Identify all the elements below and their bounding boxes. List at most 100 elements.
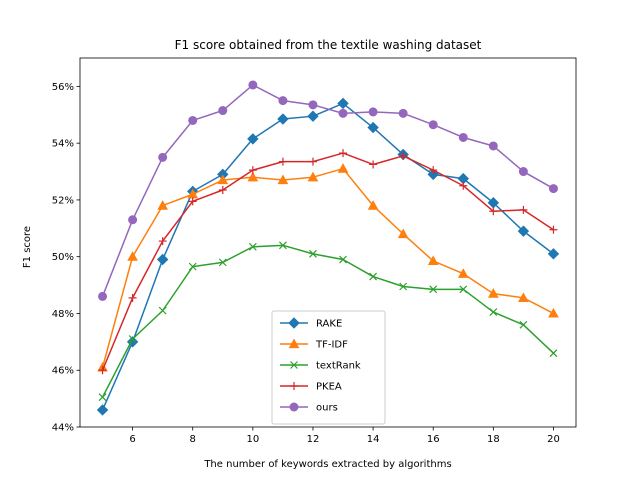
- data-point: [369, 160, 378, 169]
- legend-item: PKEA: [280, 382, 342, 393]
- data-point: [429, 285, 438, 294]
- data-point: [307, 171, 319, 182]
- data-point: [157, 200, 169, 210]
- data-point: [247, 171, 259, 182]
- legend-label: PKEA: [316, 382, 342, 393]
- series-line: [101, 84, 554, 297]
- data-point: [369, 272, 378, 281]
- y-axis-label: F1 score: [22, 226, 33, 268]
- data-point: [517, 225, 530, 237]
- x-tick-label: 8: [190, 434, 196, 445]
- data-point: [398, 108, 408, 118]
- x-tick-label: 20: [547, 434, 560, 445]
- legend-item: ours: [280, 402, 338, 414]
- data-point: [428, 120, 438, 130]
- x-axis-label: The number of keywords extracted by algo…: [203, 459, 451, 470]
- x-tick-label: 10: [246, 434, 259, 445]
- legend-item: RAKE: [280, 317, 342, 330]
- data-point: [247, 133, 259, 145]
- x-tick-label: 18: [487, 434, 500, 445]
- y-tick-label: 52%: [52, 195, 74, 206]
- data-point: [278, 241, 287, 250]
- data-point: [278, 157, 287, 166]
- data-point: [368, 107, 378, 117]
- data-point: [339, 255, 347, 264]
- data-point: [519, 205, 528, 214]
- legend-swatch-marker: [289, 402, 299, 412]
- series-line: [101, 167, 554, 368]
- data-point: [158, 306, 167, 315]
- y-tick-label: 54%: [52, 139, 74, 150]
- series-line: [101, 244, 554, 398]
- data-point: [278, 96, 288, 106]
- data-point: [248, 242, 257, 251]
- legend-item: TF-IDF: [280, 338, 348, 351]
- data-point: [218, 106, 228, 116]
- data-point: [399, 282, 408, 291]
- legend: RAKE TF-IDF textRank PKEA ours: [271, 310, 386, 425]
- x-tick-label: 6: [129, 434, 135, 445]
- legend-swatch-marker: [288, 317, 300, 329]
- y-tick-label: 50%: [52, 252, 74, 263]
- x-tick-label: 14: [367, 434, 380, 445]
- legend-swatch-marker: [290, 382, 298, 390]
- data-point: [308, 100, 318, 110]
- data-point: [128, 215, 138, 225]
- y-tick-label: 44%: [52, 423, 74, 434]
- data-point: [519, 320, 528, 329]
- data-point: [188, 197, 197, 206]
- data-point: [128, 335, 137, 343]
- data-point: [518, 167, 528, 177]
- x-tick-label: 16: [427, 434, 440, 445]
- legend-label: RAKE: [316, 319, 342, 330]
- data-point: [339, 149, 348, 158]
- legend-item: textRank: [280, 361, 361, 372]
- data-point: [399, 151, 408, 160]
- data-point: [127, 251, 138, 261]
- series-line: [101, 152, 554, 371]
- data-point: [188, 115, 198, 125]
- data-point: [98, 366, 107, 375]
- y-tick-label: 48%: [52, 309, 74, 320]
- data-point: [218, 258, 227, 267]
- data-point: [489, 207, 498, 216]
- data-point: [217, 174, 229, 185]
- data-point: [98, 393, 107, 402]
- chart-title: F1 score obtained from the textile washi…: [175, 38, 482, 52]
- data-point: [96, 404, 109, 416]
- data-point: [459, 181, 468, 190]
- y-tick-label: 56%: [52, 82, 74, 93]
- legend-label: ours: [316, 403, 338, 414]
- data-point: [548, 184, 558, 194]
- data-point: [367, 121, 379, 134]
- data-point: [277, 113, 289, 125]
- legend-box: [271, 310, 386, 425]
- data-point: [487, 288, 499, 298]
- data-point: [218, 185, 227, 194]
- plot-area: 6 8 10 12 14 16 18 20 44% 46% 48% 50% 52% 54% 56%: [52, 57, 577, 445]
- data-point: [549, 349, 558, 358]
- data-point: [489, 308, 498, 316]
- data-point: [457, 268, 469, 278]
- axes-frame: [79, 57, 577, 428]
- data-point: [548, 307, 559, 318]
- data-point: [158, 152, 168, 162]
- series-ours: [98, 80, 558, 301]
- data-point: [429, 166, 438, 175]
- data-point: [488, 141, 498, 151]
- data-point: [518, 292, 529, 302]
- data-point: [98, 291, 108, 301]
- series-pkea: [98, 149, 558, 375]
- data-point: [337, 97, 349, 110]
- data-point: [188, 262, 197, 271]
- series-tf-idf: [97, 163, 559, 372]
- legend-label: TF-IDF: [315, 340, 348, 351]
- data-point: [427, 255, 439, 266]
- data-point: [248, 80, 258, 90]
- data-point: [459, 285, 468, 294]
- data-point: [397, 228, 409, 239]
- data-point: [337, 163, 349, 173]
- x-tick-label: 12: [307, 434, 320, 445]
- series-textrank: [98, 241, 558, 402]
